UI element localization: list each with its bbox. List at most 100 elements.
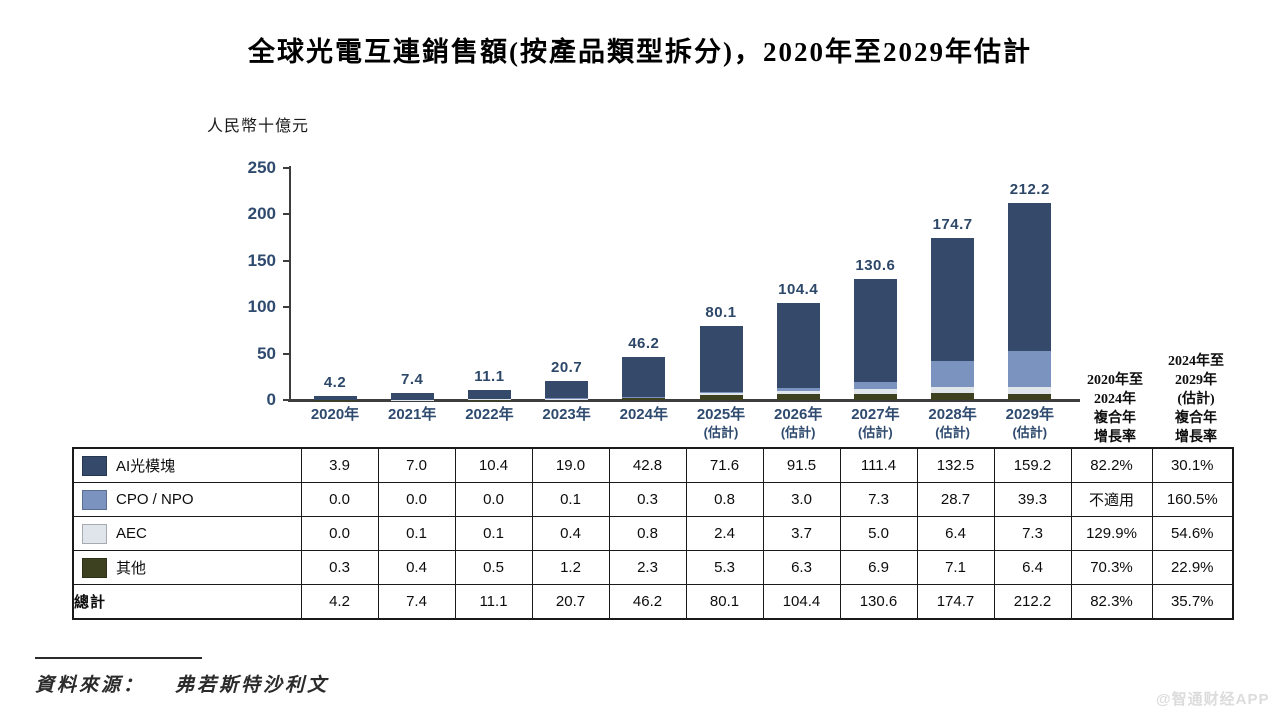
legend-label: AI光模塊	[116, 458, 176, 475]
y-axis-tick-label: 150	[247, 250, 276, 270]
y-axis-line	[289, 166, 291, 402]
y-axis-unit-label: 人民幣十億元	[207, 118, 310, 135]
table-value-cell: 10.4	[454, 447, 533, 483]
bar-segment-AI光模塊	[931, 237, 975, 361]
table-value-cell: 7.1	[916, 550, 995, 585]
legend-swatch-icon	[82, 523, 107, 544]
legend-swatch-icon	[82, 557, 107, 578]
bar-segment-AI光模塊	[545, 380, 589, 399]
bar-segment-CPO / NPO	[699, 392, 743, 393]
y-axis-tick	[283, 306, 290, 309]
table-value-cell: 1.2	[531, 550, 610, 585]
bar-segment-AI光模塊	[853, 278, 897, 383]
cagr-header-line: 2024年	[1094, 392, 1136, 407]
table-value-cell: 0.4	[377, 550, 456, 585]
table-row: 總計 4.2 7.4 11.1 20.7 46.2 80.1 104.4 130.6 174.7 2…	[72, 584, 1234, 620]
table-value-cell: 35.7%	[1151, 584, 1234, 620]
bar-segment-AEC	[699, 392, 743, 396]
bar-total-label: 4.2	[323, 374, 347, 392]
table-value-cell: 0.1	[454, 516, 533, 551]
table-value-cell: 6.4	[916, 516, 995, 551]
table-row: AEC 0.0 0.1 0.1 0.4 0.8 2.4 3.7 5.0 6.4 7.3 129.9% 5…	[72, 516, 1234, 551]
table-value-cell: 20.7	[531, 584, 610, 620]
cagr-header-line: 複合年	[1094, 411, 1136, 426]
page-title: 全球光電互連銷售額(按產品類型拆分)，2020年至2029年估計	[248, 37, 1032, 67]
table-value-cell: 46.2	[608, 584, 687, 620]
legend-item: CPO / NPO	[74, 484, 300, 516]
bar-segment-AI光模塊	[1008, 203, 1052, 351]
legend-item: 其他	[74, 552, 300, 584]
x-axis-year: 2024年	[619, 406, 668, 423]
table-row: CPO / NPO 0.0 0.0 0.0 0.1 0.3 0.8 3.0 7.3 28.7 39.…	[72, 482, 1234, 517]
cagr-header-line: 增長率	[1175, 430, 1217, 445]
table-value-cell: 0.0	[300, 516, 379, 551]
y-axis-tick	[283, 213, 290, 216]
x-axis-year: 2027年	[851, 406, 900, 423]
bar-total-label: 11.1	[474, 367, 505, 385]
bar-segment-AI光模塊	[467, 389, 511, 400]
table-value-cell: 22.9%	[1151, 550, 1234, 585]
bar-total-label: 80.1	[705, 303, 737, 321]
table-value-cell: 212.2	[993, 584, 1072, 620]
x-axis-label: 2022年	[450, 406, 528, 424]
bar-segment-其他	[622, 397, 666, 400]
bar-segment-CPO / NPO	[931, 360, 975, 388]
table-value-cell: 70.3%	[1070, 550, 1153, 585]
x-axis-label: 2025年 (估計)	[682, 406, 760, 442]
x-axis-label: 2024年	[605, 406, 683, 424]
table-value-cell: 0.0	[377, 482, 456, 517]
bar-segment-其他	[931, 393, 975, 400]
bar-segment-其他	[776, 394, 820, 400]
table-value-cell: 2.3	[608, 550, 687, 585]
table-value-cell: 71.6	[685, 447, 764, 483]
bar-segment-CPO / NPO	[776, 387, 820, 391]
table-value-cell: 2.4	[685, 516, 764, 551]
y-axis-tick-label: 100	[247, 297, 276, 317]
bar-total-label: 7.4	[401, 371, 424, 389]
table-value-cell: 0.0	[300, 482, 379, 517]
legend-item: AEC	[74, 518, 300, 550]
x-axis-year: 2022年	[465, 406, 514, 423]
table-value-cell: 42.8	[608, 447, 687, 483]
table-value-cell: 0.5	[454, 550, 533, 585]
row-label-cell: AEC	[72, 516, 302, 551]
table-value-cell: 160.5%	[1151, 482, 1234, 517]
bar-total-label: 174.7	[932, 215, 973, 233]
bar-segment-CPO / NPO	[1008, 350, 1052, 388]
y-axis-tick-label: 50	[257, 343, 276, 363]
table-value-cell: 5.0	[839, 516, 918, 551]
table-value-cell: 0.1	[531, 482, 610, 517]
cagr-header-line: 2020年至	[1087, 373, 1143, 388]
cagr-header-line: 複合年	[1175, 411, 1217, 426]
bar-segment-AI光模塊	[622, 357, 666, 397]
x-axis-label: 2026年 (估計)	[759, 406, 837, 442]
x-axis-year: 2023年	[542, 406, 591, 423]
x-axis-year: 2029年	[1005, 406, 1054, 423]
bar-segment-AEC	[776, 390, 820, 395]
x-axis-estimate-note: (估計)	[858, 425, 893, 440]
y-axis-tick	[283, 167, 290, 169]
table-value-cell: 3.9	[300, 447, 379, 483]
stacked-bar-chart: 0 50 100 150 200 250 4.2 2020年 7.4 2021年 11.1 2022年…	[247, 158, 1080, 442]
bar-total-label: 104.4	[778, 281, 819, 299]
x-axis-label: 2027年 (估計)	[836, 406, 914, 442]
x-axis-year: 2028年	[928, 406, 977, 423]
bar-total-label: 20.7	[550, 358, 583, 376]
table-value-cell: 0.0	[454, 482, 533, 517]
table-value-cell: 0.4	[531, 516, 610, 551]
x-axis-label: 2028年 (估計)	[914, 406, 992, 442]
x-axis-estimate-note: (估計)	[1012, 425, 1048, 440]
bar-segment-AI光模塊	[313, 396, 357, 400]
bar-segment-AEC	[931, 387, 975, 394]
bar-segment-其他	[1008, 394, 1052, 400]
y-axis-tick	[283, 259, 290, 262]
data-table: AI光模塊 3.9 7.0 10.4 19.0 42.8 71.6 91.5 111.4 132.…	[72, 447, 1234, 620]
table-value-cell: 6.4	[993, 550, 1072, 585]
legend-swatch-icon	[82, 455, 107, 476]
table-value-cell: 3.7	[762, 516, 841, 551]
table-value-cell: 不適用	[1070, 482, 1153, 517]
table-value-cell: 0.1	[377, 516, 456, 551]
table-value-cell: 82.3%	[1070, 584, 1153, 620]
legend-item: AI光模塊	[74, 449, 300, 482]
table-value-cell: 0.3	[608, 482, 687, 517]
